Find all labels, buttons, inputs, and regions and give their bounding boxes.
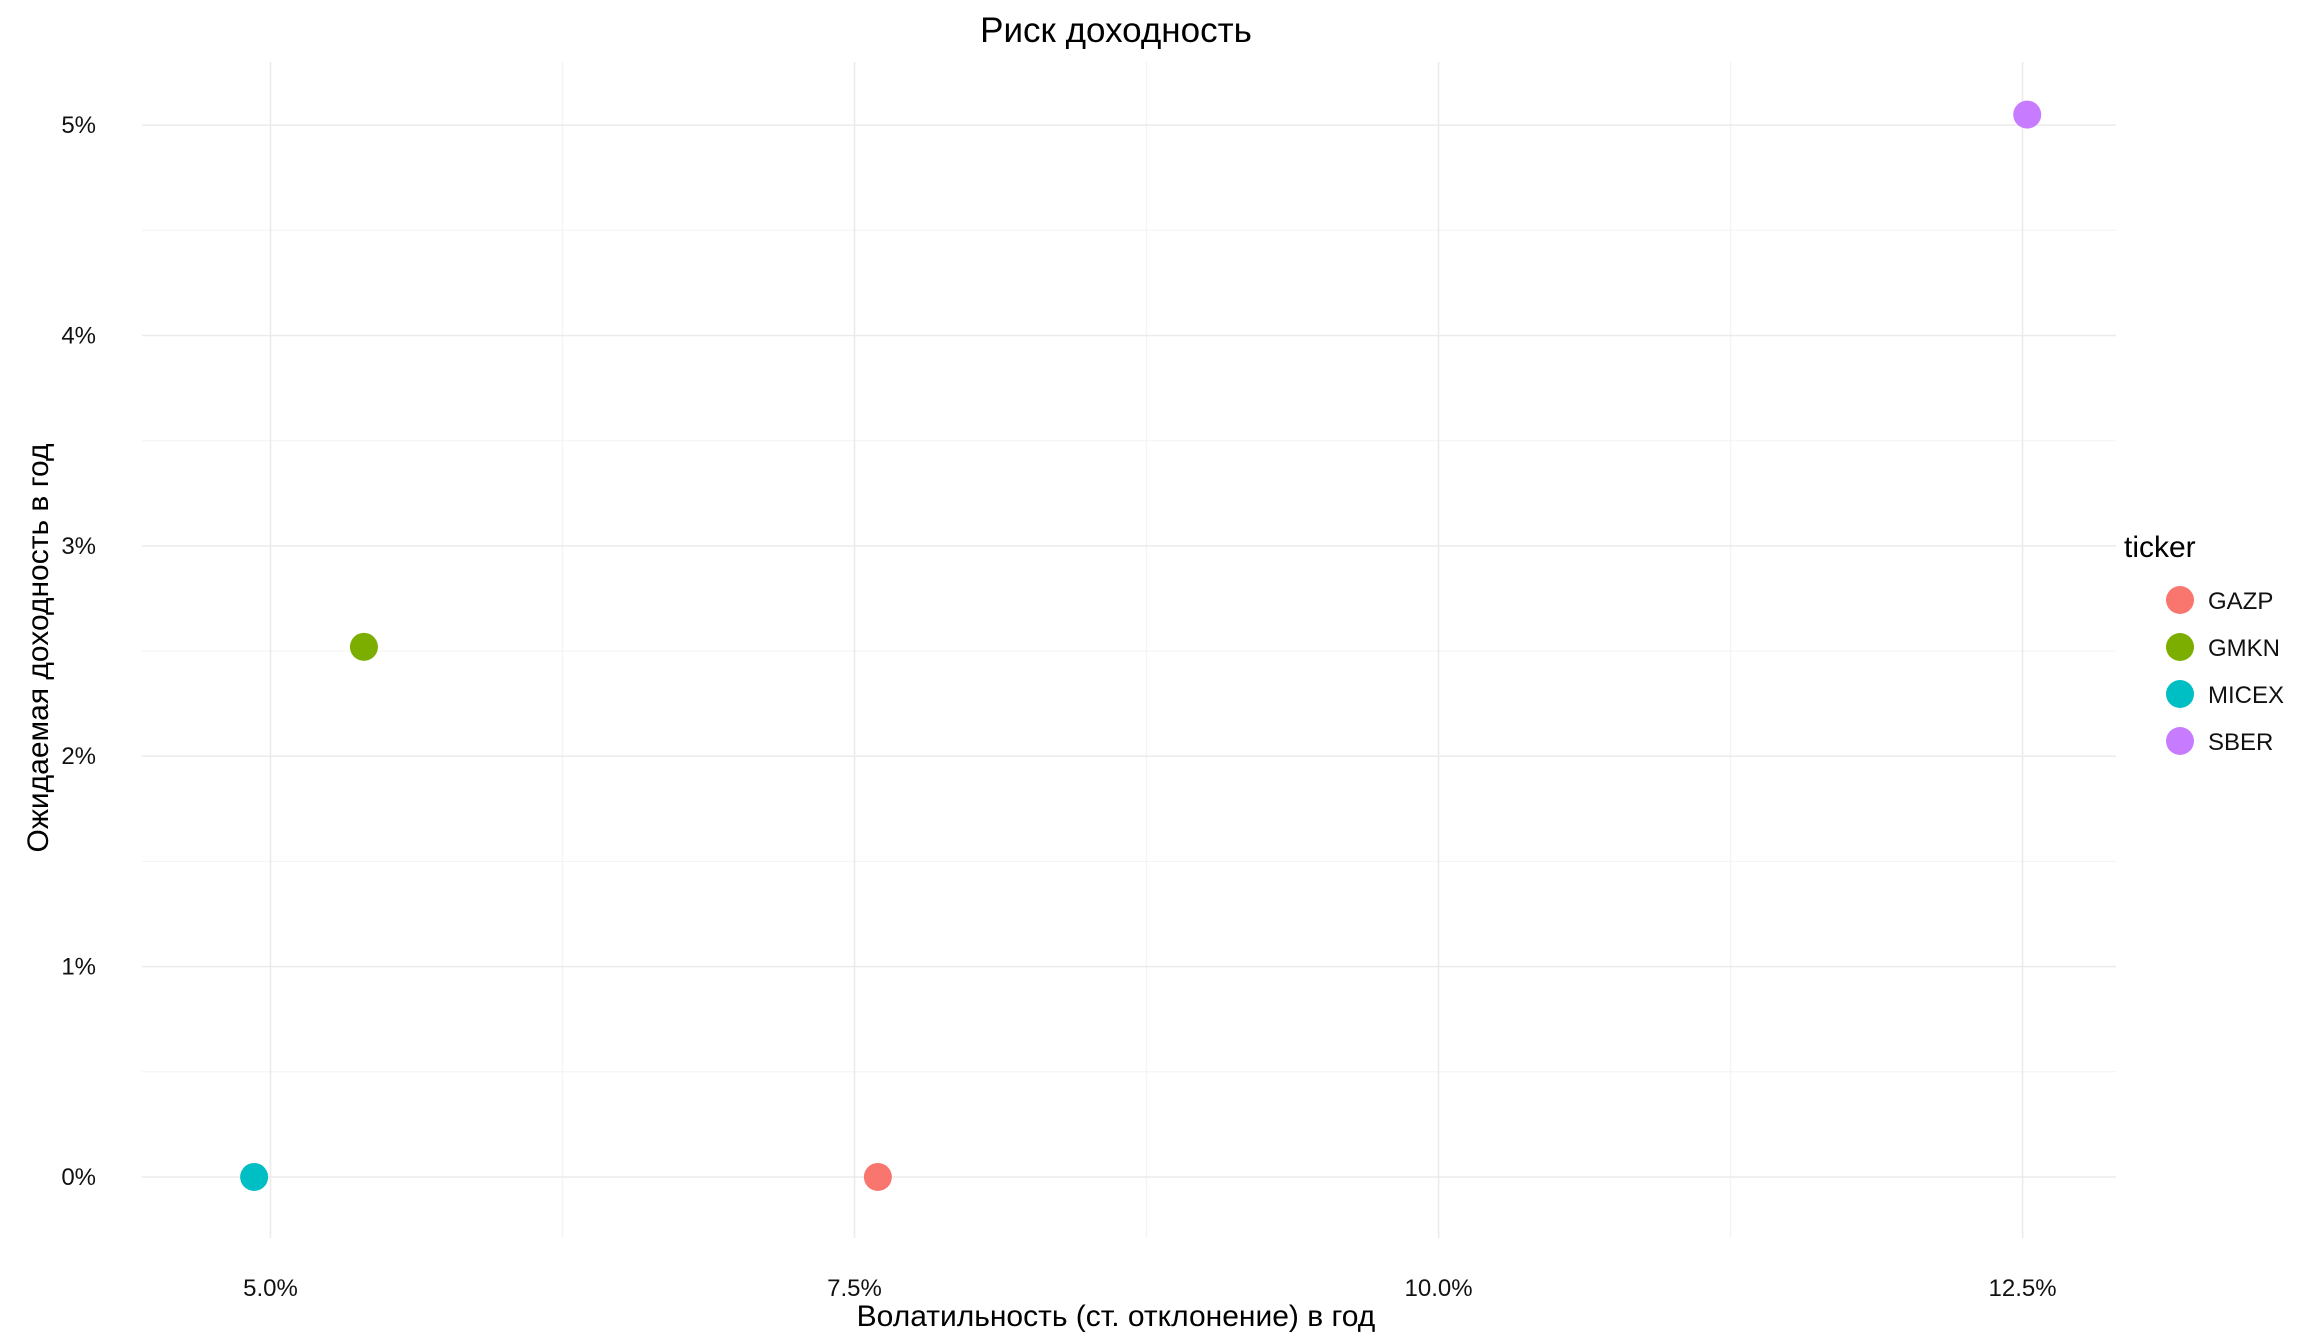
point-gazp (863, 1162, 892, 1191)
legend-label-micex: MICEX (2208, 682, 2284, 709)
point-gmkn (349, 632, 378, 661)
x-axis-ticks: 5.0% 7.5% 10.0% 12.5% (243, 1275, 2056, 1302)
y-tick-label: 5% (61, 112, 96, 139)
x-tick-label: 7.5% (827, 1275, 882, 1302)
chart-title: Риск доходность (980, 11, 1252, 50)
legend-label-sber: SBER (2208, 729, 2273, 756)
point-micex (240, 1162, 269, 1191)
x-axis-title: Волатильность (ст. отклонение) в год (857, 1300, 1376, 1333)
data-points (240, 100, 2042, 1191)
legend-label-gmkn: GMKN (2208, 635, 2280, 662)
legend-title: ticker (2124, 531, 2196, 564)
grid (142, 62, 2116, 1238)
legend-key-gazp (2166, 586, 2194, 614)
y-tick-label: 0% (61, 1164, 96, 1191)
legend: ticker GAZP GMKN MICEX SBER (2124, 531, 2284, 756)
point-sber (2013, 100, 2042, 129)
legend-key-gmkn (2166, 633, 2194, 661)
y-axis-ticks: 0% 1% 2% 3% 4% 5% (61, 112, 96, 1191)
y-axis-title: Ожидаемая доходность в год (22, 443, 55, 852)
x-tick-label: 5.0% (243, 1275, 298, 1302)
x-tick-label: 10.0% (1405, 1275, 1473, 1302)
y-tick-label: 3% (61, 533, 96, 560)
legend-key-micex (2166, 680, 2194, 708)
y-tick-label: 4% (61, 322, 96, 349)
legend-label-gazp: GAZP (2208, 588, 2273, 615)
x-tick-label: 12.5% (1989, 1275, 2057, 1302)
legend-key-sber (2166, 727, 2194, 755)
y-tick-label: 2% (61, 743, 96, 770)
y-tick-label: 1% (61, 954, 96, 981)
